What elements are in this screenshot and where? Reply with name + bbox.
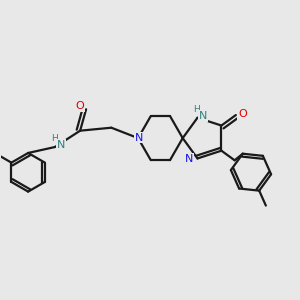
Text: H: H	[51, 134, 58, 143]
Text: H: H	[194, 105, 200, 114]
Text: N: N	[185, 154, 193, 164]
Text: N: N	[199, 111, 207, 121]
Text: O: O	[75, 101, 84, 111]
Text: N: N	[57, 140, 65, 150]
Text: N: N	[134, 133, 143, 142]
Text: O: O	[238, 110, 247, 119]
